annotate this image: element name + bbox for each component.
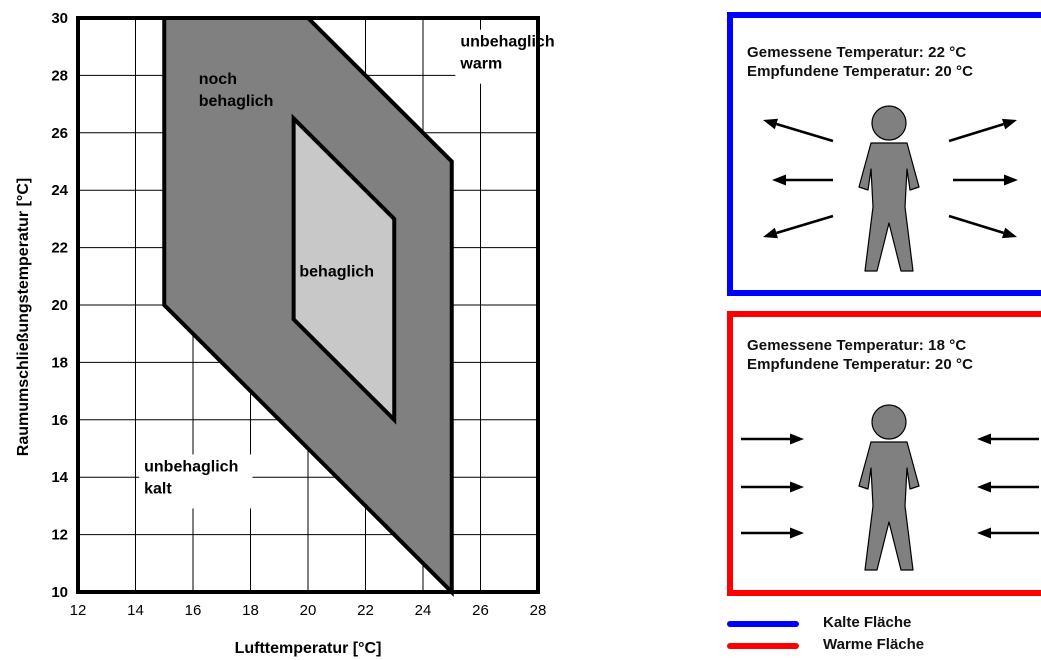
x-tick-label: 20 bbox=[300, 602, 317, 619]
measured-temperature-cold: Gemessene Temperatur: 22 °C bbox=[747, 44, 967, 61]
comfort-chart: unbehaglich warm noch behaglich behaglich unb… bbox=[15, 10, 560, 657]
arrow-head bbox=[977, 433, 991, 445]
annotation-behaglich-line: behaglich bbox=[299, 263, 374, 280]
arrow-head bbox=[790, 481, 804, 493]
person-receiving-heat-illustration bbox=[741, 404, 1039, 571]
arrow-in-left bbox=[741, 481, 804, 493]
annotation-unbehaglich-kalt-line: unbehaglich bbox=[144, 458, 238, 475]
person-radiating-heat-illustration bbox=[763, 105, 1018, 272]
x-tick-label: 14 bbox=[127, 602, 144, 619]
plot-frame bbox=[76, 16, 540, 594]
y-tick-label: 10 bbox=[51, 584, 68, 601]
warm-surface-panel: Gemessene Temperatur: 18 °C Empfundene T… bbox=[727, 311, 1041, 596]
arrow-shaft bbox=[776, 214, 834, 235]
arrow-head bbox=[1002, 118, 1017, 130]
y-tick-label: 28 bbox=[51, 67, 68, 84]
x-axis-label: Lufttemperatur [°C] bbox=[235, 640, 382, 657]
perceived-temperature-warm: Empfundene Temperatur: 20 °C bbox=[747, 356, 974, 373]
region-behaglich bbox=[291, 113, 397, 425]
arrow-out-right-down bbox=[948, 214, 1017, 239]
arrow-out-left-down bbox=[763, 214, 834, 239]
annotation-unbehaglich-kalt-background bbox=[139, 454, 253, 509]
arrow-shaft bbox=[948, 122, 1005, 143]
annotation-unbehaglich-kalt-line: kalt bbox=[144, 480, 172, 497]
person-icon bbox=[858, 404, 920, 571]
arrow-in-right bbox=[977, 527, 1039, 539]
person-icon bbox=[858, 105, 920, 272]
person-body bbox=[858, 142, 920, 272]
x-tick-label: 24 bbox=[415, 602, 432, 619]
legend-label-cold: Kalte Fläche bbox=[823, 614, 912, 631]
y-tick-label: 18 bbox=[51, 354, 68, 371]
x-tick-label: 18 bbox=[242, 602, 259, 619]
legend-swatch-cold bbox=[727, 621, 799, 627]
x-tick-label: 16 bbox=[185, 602, 202, 619]
y-tick-label: 14 bbox=[51, 469, 68, 486]
arrow-head bbox=[763, 227, 778, 239]
arrow-out-left-up bbox=[763, 118, 834, 143]
arrow-head bbox=[790, 433, 804, 445]
y-tick-label: 26 bbox=[51, 125, 68, 142]
annotation-unbehaglich-warm-line: warm bbox=[459, 56, 502, 73]
x-tick-label: 26 bbox=[472, 602, 489, 619]
annotation-noch-behaglich-line: behaglich bbox=[199, 93, 274, 110]
y-tick-label: 20 bbox=[51, 297, 68, 314]
arrow-head bbox=[977, 481, 991, 493]
person-head bbox=[871, 404, 907, 440]
y-tick-label: 12 bbox=[51, 527, 68, 544]
arrow-out-right-up bbox=[948, 118, 1017, 143]
person-body bbox=[858, 441, 920, 571]
arrow-out-left bbox=[772, 174, 833, 186]
arrow-head bbox=[790, 527, 804, 539]
perceived-temperature-cold: Empfundene Temperatur: 20 °C bbox=[747, 63, 974, 80]
x-tick-label: 12 bbox=[70, 602, 87, 619]
arrow-head bbox=[772, 174, 786, 186]
annotation-noch-behaglich-line: noch bbox=[199, 71, 237, 88]
arrow-in-left bbox=[741, 433, 804, 445]
y-tick-label: 22 bbox=[51, 240, 68, 257]
annotation-unbehaglich-warm-background bbox=[455, 29, 560, 84]
arrow-shaft bbox=[776, 122, 834, 143]
measured-temperature-warm: Gemessene Temperatur: 18 °C bbox=[747, 337, 967, 354]
arrow-head bbox=[1004, 174, 1018, 186]
arrow-in-left bbox=[741, 527, 804, 539]
arrow-in-right bbox=[977, 481, 1039, 493]
arrow-head bbox=[1002, 227, 1017, 239]
x-tick-label: 28 bbox=[530, 602, 547, 619]
arrow-head bbox=[763, 118, 778, 130]
arrow-in-right bbox=[977, 433, 1039, 445]
legend-swatch-warm bbox=[727, 643, 799, 649]
cold-surface-panel: Gemessene Temperatur: 22 °C Empfundene T… bbox=[727, 12, 1041, 296]
x-tick-label: 22 bbox=[357, 602, 374, 619]
arrow-shaft bbox=[948, 214, 1005, 235]
arrow-out-right bbox=[953, 174, 1018, 186]
arrow-head bbox=[977, 527, 991, 539]
person-head bbox=[871, 105, 907, 141]
y-tick-label: 24 bbox=[51, 182, 68, 199]
y-tick-label: 30 bbox=[51, 10, 68, 27]
y-axis-label: Raumumschließungstemperatur [°C] bbox=[15, 178, 32, 456]
y-tick-label: 16 bbox=[51, 412, 68, 429]
annotation-unbehaglich-warm-line: unbehaglich bbox=[460, 34, 554, 51]
legend-label-warm: Warme Fläche bbox=[823, 636, 925, 653]
